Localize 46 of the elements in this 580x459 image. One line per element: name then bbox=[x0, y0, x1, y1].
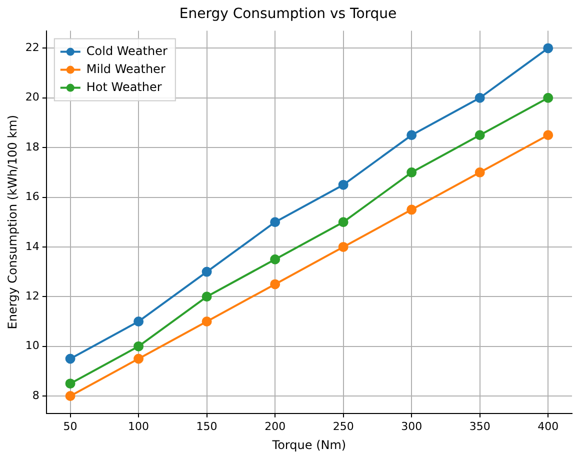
point bbox=[543, 92, 554, 103]
point bbox=[406, 130, 417, 140]
point bbox=[338, 180, 348, 190]
x-tick-label: 100 bbox=[128, 420, 150, 433]
x-tick-label: 400 bbox=[538, 420, 559, 433]
point bbox=[474, 92, 485, 103]
y-tick-label: 16 bbox=[25, 190, 40, 204]
x-tick-label: 300 bbox=[401, 420, 422, 433]
x-tick-label: 200 bbox=[264, 420, 286, 433]
point bbox=[543, 43, 554, 54]
y-tick-label: 18 bbox=[25, 140, 40, 154]
y-axis-title: Energy Consumption (kWh/100 km) bbox=[5, 114, 20, 330]
point bbox=[406, 204, 417, 215]
x-tick-label: 350 bbox=[469, 420, 490, 433]
x-tick-label: 250 bbox=[332, 420, 354, 433]
point bbox=[202, 292, 212, 302]
legend-label: Cold Weather bbox=[86, 44, 168, 58]
y-tick-label: 22 bbox=[25, 41, 40, 54]
y-tick-label: 14 bbox=[25, 240, 40, 253]
point bbox=[65, 391, 76, 402]
point bbox=[406, 167, 417, 178]
point bbox=[270, 279, 280, 290]
point bbox=[543, 130, 554, 140]
y-tick-label: 12 bbox=[25, 289, 40, 302]
point bbox=[134, 341, 144, 352]
legend-label: Hot Weather bbox=[86, 80, 162, 94]
point bbox=[134, 316, 144, 326]
y-tick-label: 20 bbox=[25, 90, 40, 104]
legend-label: Mild Weather bbox=[86, 62, 166, 76]
point bbox=[65, 354, 76, 364]
point bbox=[474, 130, 485, 140]
y-tick-label: 8 bbox=[32, 388, 40, 402]
point bbox=[338, 217, 348, 228]
point bbox=[65, 378, 76, 389]
x-axis-title: Torque (Nm) bbox=[271, 438, 346, 452]
chart-title: Energy Consumption vs Torque bbox=[179, 6, 397, 22]
x-tick-label: 150 bbox=[196, 420, 218, 433]
point bbox=[270, 254, 280, 264]
x-tick-label: 50 bbox=[63, 420, 78, 433]
point bbox=[270, 217, 280, 228]
point bbox=[202, 316, 212, 326]
point bbox=[474, 167, 485, 178]
point bbox=[338, 242, 348, 252]
point bbox=[202, 266, 212, 277]
y-tick-label: 10 bbox=[25, 339, 40, 352]
point bbox=[134, 354, 144, 364]
